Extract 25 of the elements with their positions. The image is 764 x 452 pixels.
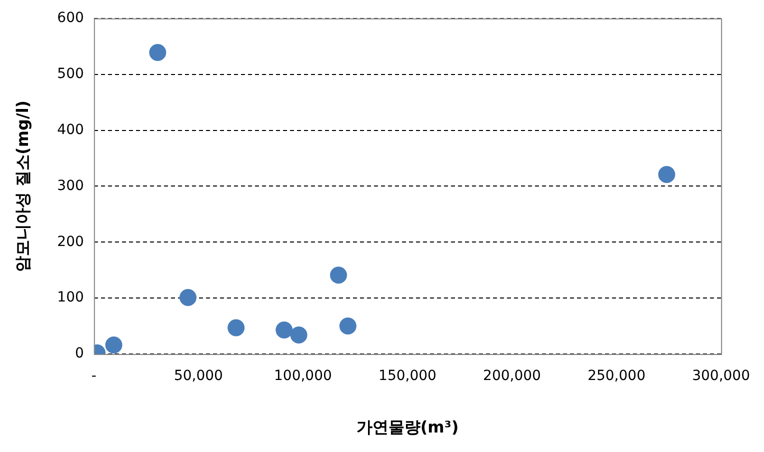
x-tick-label: 100,000 [274, 368, 332, 384]
point [658, 166, 676, 183]
y-tick-label: 300 [57, 178, 84, 194]
x-tick-label: 300,000 [692, 368, 750, 384]
x-tick-label: 200,000 [483, 368, 541, 384]
x-tick-label: 250,000 [588, 368, 646, 384]
point [149, 44, 166, 62]
y-tick-label: 100 [57, 290, 84, 306]
y-tick-label: 500 [57, 66, 84, 82]
point [276, 321, 293, 338]
point [290, 326, 308, 344]
x-tick-label: 50,000 [174, 368, 223, 384]
x-tick-label: - [91, 368, 96, 384]
y-tick-label: 0 [75, 346, 84, 362]
y-tick-label: 600 [57, 10, 84, 26]
y-axis-title: 암모니아성 질소(mg/l) [12, 100, 32, 272]
x-tick-label: 150,000 [378, 368, 436, 384]
point [330, 266, 348, 284]
x-axis-title: 가연물량(m³) [356, 418, 459, 437]
point [339, 318, 356, 335]
y-tick-label: 400 [57, 122, 84, 138]
point [105, 336, 122, 354]
point [228, 319, 245, 336]
y-tick-label: 200 [57, 234, 84, 250]
point [179, 289, 196, 306]
